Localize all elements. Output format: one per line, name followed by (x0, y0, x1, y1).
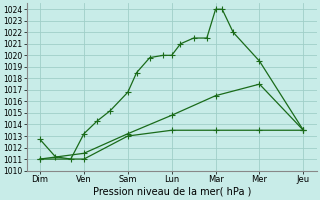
X-axis label: Pression niveau de la mer( hPa ): Pression niveau de la mer( hPa ) (92, 187, 251, 197)
